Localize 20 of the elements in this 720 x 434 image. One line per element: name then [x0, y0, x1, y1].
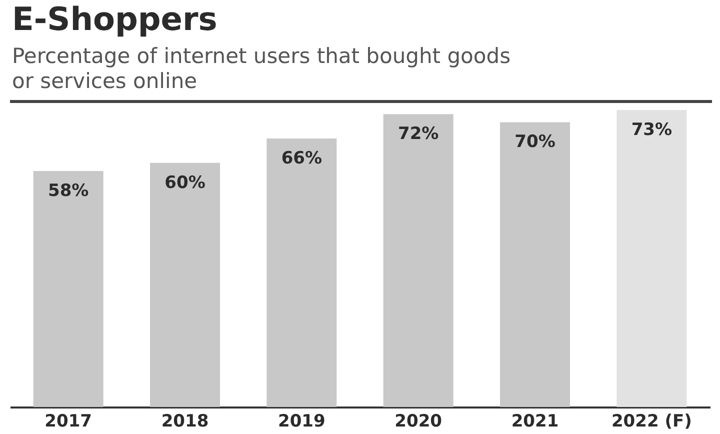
bar [150, 162, 220, 407]
chart-subtitle: Percentage of internet users that bought goods or services online [12, 44, 512, 94]
x-tick-label: 2022 (F) [611, 412, 692, 432]
bar [266, 138, 337, 407]
data-label: 72% [398, 124, 439, 144]
x-tick-label: 2018 [161, 412, 209, 432]
bar [500, 122, 570, 407]
data-label: 58% [48, 181, 89, 202]
data-label: 60% [164, 172, 206, 193]
chart-title: E-Shoppers [12, 0, 218, 38]
data-label: 66% [281, 148, 322, 168]
data-label: 70% [514, 132, 556, 152]
x-tick-label: 2017 [44, 412, 92, 432]
x-tick-label: 2021 [511, 412, 559, 432]
bar [383, 114, 454, 407]
x-tick-label: 2019 [278, 412, 326, 432]
bar [616, 110, 687, 407]
x-tick-label: 2020 [394, 412, 442, 432]
bar [33, 171, 104, 407]
data-label: 73% [631, 120, 672, 140]
